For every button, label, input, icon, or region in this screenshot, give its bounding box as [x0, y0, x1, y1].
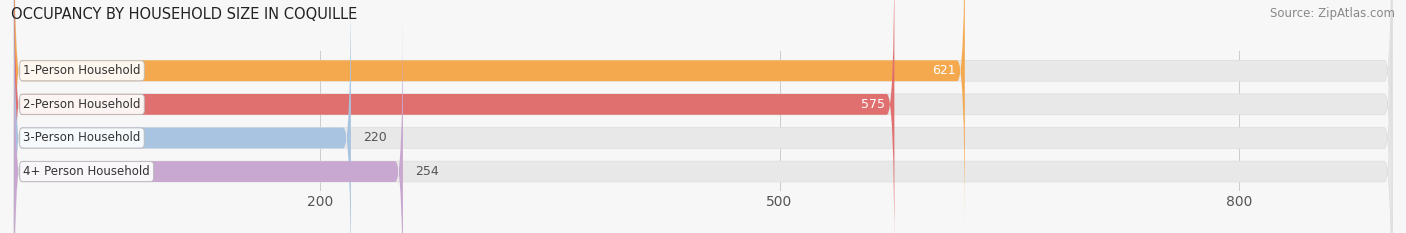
- Text: 575: 575: [862, 98, 886, 111]
- Text: 1-Person Household: 1-Person Household: [24, 64, 141, 77]
- FancyBboxPatch shape: [14, 14, 1392, 233]
- Text: Source: ZipAtlas.com: Source: ZipAtlas.com: [1270, 7, 1395, 20]
- Text: 621: 621: [932, 64, 956, 77]
- Text: 220: 220: [363, 131, 387, 144]
- FancyBboxPatch shape: [14, 0, 894, 233]
- FancyBboxPatch shape: [14, 0, 1392, 233]
- FancyBboxPatch shape: [14, 0, 1392, 228]
- Text: 2-Person Household: 2-Person Household: [24, 98, 141, 111]
- Text: 3-Person Household: 3-Person Household: [24, 131, 141, 144]
- FancyBboxPatch shape: [14, 0, 1392, 233]
- Text: 254: 254: [415, 165, 439, 178]
- Text: 4+ Person Household: 4+ Person Household: [24, 165, 150, 178]
- FancyBboxPatch shape: [14, 0, 965, 228]
- FancyBboxPatch shape: [14, 14, 404, 233]
- FancyBboxPatch shape: [14, 0, 352, 233]
- Text: OCCUPANCY BY HOUSEHOLD SIZE IN COQUILLE: OCCUPANCY BY HOUSEHOLD SIZE IN COQUILLE: [11, 7, 357, 22]
